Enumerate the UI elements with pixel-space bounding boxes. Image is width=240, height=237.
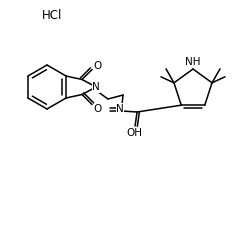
Text: N: N: [116, 104, 124, 114]
Text: N: N: [92, 82, 100, 92]
Text: O: O: [93, 60, 101, 70]
Text: O: O: [93, 104, 101, 114]
Text: OH: OH: [126, 128, 142, 138]
Text: NH: NH: [185, 57, 201, 67]
Text: HCl: HCl: [42, 9, 62, 22]
